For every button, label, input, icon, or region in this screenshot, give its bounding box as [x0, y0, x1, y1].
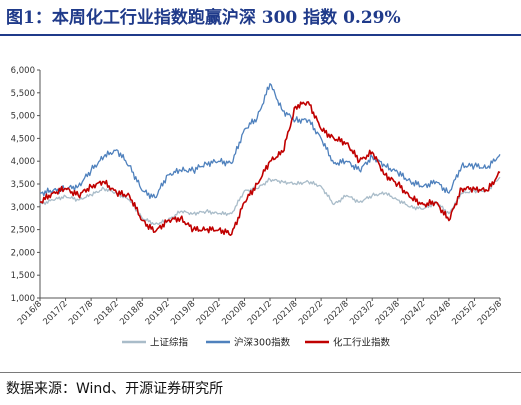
x-tick-label: 2020/8: [220, 299, 248, 327]
legend-label-1: 沪深300指数: [234, 337, 291, 349]
y-tick-label: 3,000: [11, 203, 35, 213]
footer-divider: [0, 372, 521, 373]
x-tick-label: 2017/2: [41, 299, 69, 327]
x-tick-label: 2024/2: [399, 299, 427, 327]
x-tick-label: 2023/8: [374, 299, 402, 327]
legend-label-0: 上证综指: [150, 337, 189, 349]
title-divider: [0, 34, 521, 36]
y-tick-label: 1,500: [11, 271, 35, 281]
x-tick-label: 2018/2: [93, 299, 121, 327]
x-tick-label: 2021/8: [271, 299, 299, 327]
x-tick-label: 2020/2: [195, 299, 223, 327]
y-tick-label: 3,500: [11, 180, 35, 190]
x-tick-label: 2021/2: [246, 299, 274, 327]
x-tick-label: 2022/8: [323, 299, 351, 327]
x-tick-label: 2018/8: [118, 299, 146, 327]
series-line-1: [39, 83, 501, 200]
chart-axes: 1,000 1,500 2,000 2,500 3,000 3,500 4,000 4,500…: [11, 66, 504, 327]
y-tick-label: 4,000: [11, 157, 35, 167]
y-tick-label: 5,000: [11, 112, 35, 122]
y-tick-label: 4,500: [11, 134, 35, 144]
data-source-note: 数据来源：Wind、开源证券研究所: [6, 381, 224, 397]
legend-label-2: 化工行业指数: [333, 337, 391, 349]
series-line-2: [39, 101, 501, 236]
line-chart: 1,000 1,500 2,000 2,500 3,000 3,500 4,000 4,500…: [11, 66, 504, 349]
x-tick-label: 2023/2: [348, 299, 376, 327]
chart-series: [39, 83, 501, 236]
series-line-0: [39, 176, 501, 225]
y-tick-label: 1,000: [11, 294, 35, 304]
chart-legend: 上证综指 沪深300指数 化工行业指数: [122, 337, 391, 349]
y-tick-label: 5,500: [11, 89, 35, 99]
x-tick-label: 2017/8: [67, 299, 95, 327]
x-tick-label: 2024/8: [425, 299, 453, 327]
x-tick-label: 2022/2: [297, 299, 325, 327]
y-tick-label: 2,500: [11, 226, 35, 236]
y-tick-label: 6,000: [11, 66, 35, 76]
x-tick-label: 2025/8: [476, 299, 504, 327]
x-tick-label: 2019/2: [144, 299, 172, 327]
y-tick-label: 2,000: [11, 248, 35, 258]
chart-title: 图1：本周化工行业指数跑赢沪深 300 指数 0.29%: [6, 8, 401, 28]
x-tick-label: 2019/8: [169, 299, 197, 327]
x-tick-label: 2025/2: [450, 299, 478, 327]
